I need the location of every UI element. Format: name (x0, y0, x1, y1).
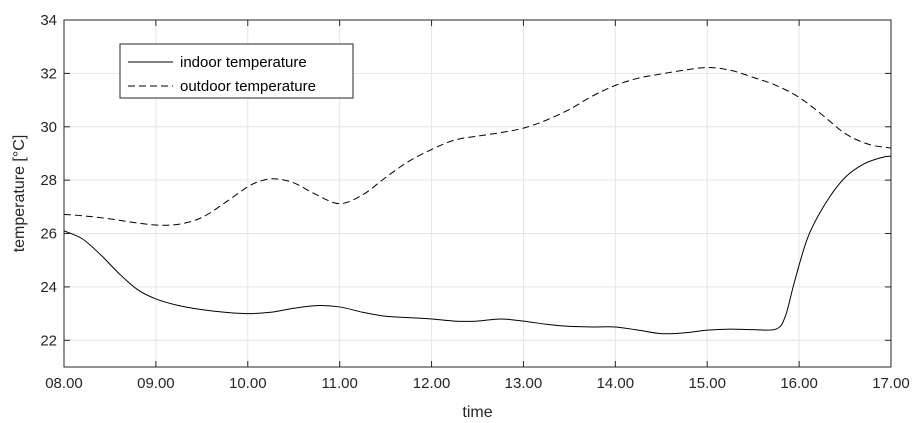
x-tick-label: 11.00 (321, 375, 357, 392)
legend-label-outdoor: outdoor temperature (180, 78, 316, 95)
legend-box (119, 43, 354, 99)
tick-layer: 08.00 09.00 10.00 11.00 12.00 13.00 14.00 15.00… (40, 12, 909, 392)
y-tick-label: 24 (40, 279, 57, 296)
x-tick-label: 13.00 (505, 375, 543, 392)
y-tick-label: 32 (40, 65, 57, 82)
x-tick-label: 09.00 (137, 375, 175, 392)
indoor-temperature-line (63, 155, 892, 335)
y-axis-label: temperature [°C] (11, 135, 28, 253)
y-tick-label: 30 (40, 119, 57, 136)
y-tick-label: 28 (40, 172, 57, 189)
x-tick-label: 17.00 (872, 375, 910, 392)
x-tick-label: 16.00 (780, 375, 818, 392)
y-tick-label: 26 (40, 226, 57, 243)
legend-label-indoor: indoor temperature (180, 54, 307, 71)
x-tick-label: 15.00 (688, 375, 726, 392)
x-tick-label: 14.00 (597, 375, 635, 392)
x-tick-label: 08.00 (45, 375, 83, 392)
plot-area-frame (63, 19, 892, 368)
series-layer (63, 67, 892, 335)
x-tick-label: 10.00 (229, 375, 267, 392)
y-tick-label: 22 (40, 332, 57, 349)
y-tick-label: 34 (40, 12, 57, 29)
x-tick-label: 12.00 (413, 375, 451, 392)
legend: indoor temperature outdoor temperature (119, 43, 354, 99)
x-axis-label: time (462, 404, 492, 421)
